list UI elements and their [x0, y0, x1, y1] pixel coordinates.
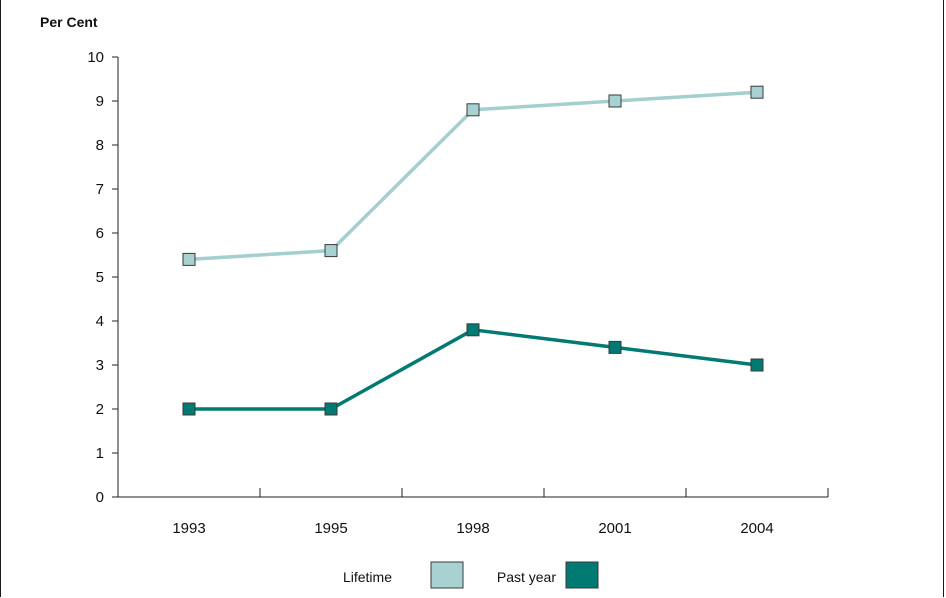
y-tick-label: 3: [96, 357, 104, 374]
series-line-lifetime: [188, 90, 758, 262]
axes: 0 1 2 3 4 5 6 7 8 9 10 1993 1995 1998 2001 2004: [87, 49, 829, 537]
x-tick-label: 1998: [456, 520, 489, 537]
y-tick-label: 5: [96, 269, 104, 286]
data-point: [324, 244, 338, 258]
legend-swatch: [565, 561, 599, 589]
data-point: [324, 402, 338, 416]
x-tick-label: 2004: [740, 520, 773, 537]
data-point: [608, 340, 622, 354]
data-point: [608, 94, 622, 108]
y-axis-title: Per Cent: [40, 14, 98, 30]
y-tick-label: 9: [96, 93, 104, 110]
legend-label: Lifetime: [343, 569, 392, 585]
y-tick-label: 10: [87, 49, 104, 66]
data-point: [750, 358, 764, 372]
y-tick-label: 0: [96, 489, 104, 506]
data-point: [750, 85, 764, 99]
legend-label: Past year: [497, 569, 556, 585]
legend-swatch: [430, 561, 464, 589]
y-tick-label: 6: [96, 225, 104, 242]
y-tick-label: 4: [96, 313, 104, 330]
y-tick-label: 2: [96, 401, 104, 418]
legend: Lifetime Past year: [343, 561, 599, 589]
data-point: [466, 103, 480, 117]
series-line-past-year: [189, 328, 758, 411]
series-layer: [182, 85, 764, 416]
y-tick-label: 1: [96, 445, 104, 462]
x-tick-label: 1993: [172, 520, 205, 537]
x-tick-label: 1995: [314, 520, 347, 537]
data-point: [182, 402, 196, 416]
data-point: [182, 252, 196, 266]
data-point: [466, 323, 480, 337]
y-tick-label: 8: [96, 137, 104, 154]
y-tick-label: 7: [96, 181, 104, 198]
x-tick-label: 2001: [598, 520, 631, 537]
